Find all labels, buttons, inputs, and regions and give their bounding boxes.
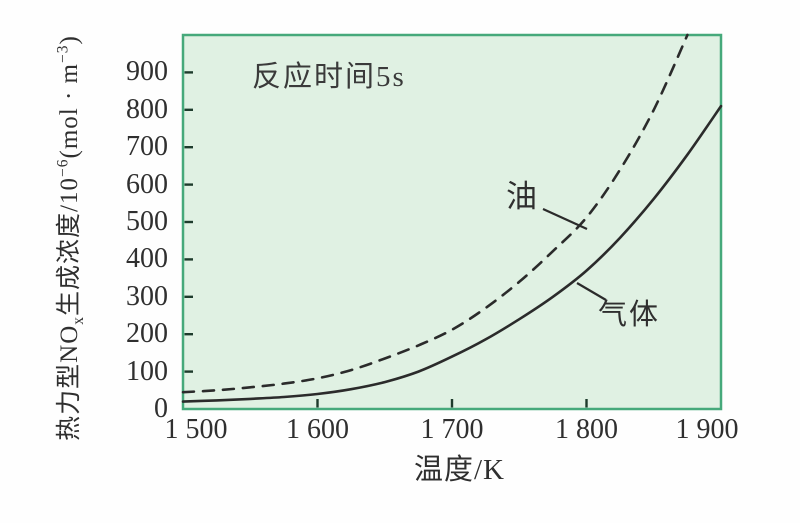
- y-tick-label: 500: [126, 206, 168, 237]
- x-tick-label: 1 800: [555, 414, 618, 445]
- x-axis-title: 温度/K: [414, 454, 506, 486]
- y-tick-label: 200: [126, 318, 168, 350]
- y-tick-label: 600: [126, 168, 168, 200]
- y-axis-title-sup: −6: [54, 158, 72, 178]
- y-axis-title-part: 生成浓度/10: [55, 177, 83, 316]
- y-axis-title-part: (mol · m: [55, 63, 83, 159]
- y-axis-title-part: 热力型NO: [55, 324, 83, 441]
- y-axis-title-sub: x: [69, 315, 87, 325]
- y-tick-label: 700: [126, 131, 168, 163]
- y-tick-label: 100: [126, 355, 168, 387]
- y-axis-title: 热力型NOx生成浓度/10−6(mol · m−3): [54, 35, 87, 441]
- y-tick-label: 300: [126, 280, 168, 312]
- gas-curve: [181, 104, 723, 403]
- annotation-reaction-time: 反应时间5s: [252, 61, 406, 93]
- gas-label-leader-line: [576, 282, 607, 301]
- y-axis-title-part: ): [55, 35, 83, 45]
- x-tick-label: 1 900: [675, 414, 739, 445]
- oil-curve: [181, 33, 689, 394]
- oil-label-leader-line: [542, 207, 588, 231]
- x-tick-label: 1 600: [286, 414, 349, 445]
- y-tick-label: 400: [126, 243, 168, 275]
- x-tick-label: 1 700: [420, 414, 484, 445]
- series-label-gas: 气体: [598, 299, 661, 331]
- plot-background: [181, 33, 723, 411]
- series-label-oil: 油: [506, 179, 537, 214]
- y-axis-title-sup: −3: [54, 44, 72, 64]
- y-tick-label: 800: [126, 93, 168, 125]
- y-tick-label: 0: [154, 393, 168, 424]
- x-tick-label: 1 500: [164, 414, 228, 445]
- y-tick-label: 900: [126, 56, 168, 88]
